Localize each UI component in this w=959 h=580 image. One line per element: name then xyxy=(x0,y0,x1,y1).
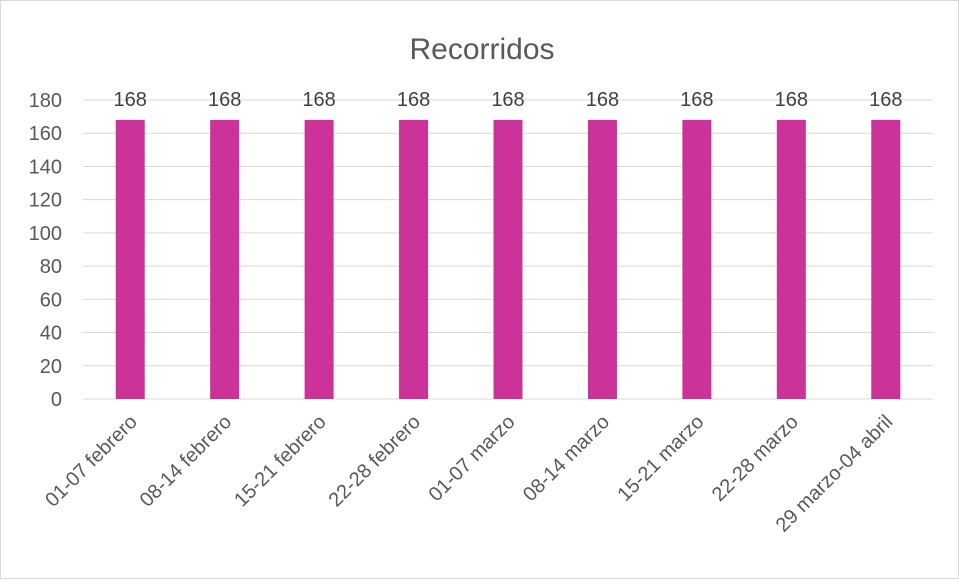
x-tick-label: 01-07 marzo xyxy=(425,411,520,506)
bar xyxy=(115,119,145,399)
bar xyxy=(493,119,523,399)
y-tick-label: 40 xyxy=(40,323,62,345)
data-label: 168 xyxy=(208,89,241,111)
y-tick-label: 180 xyxy=(29,90,62,112)
bar xyxy=(399,119,429,399)
y-tick-label: 160 xyxy=(29,123,62,145)
x-tick-label: 01-07 febrero xyxy=(41,411,141,511)
data-label: 168 xyxy=(302,89,335,111)
y-tick-label: 100 xyxy=(29,223,62,245)
y-tick-label: 60 xyxy=(40,289,62,311)
x-tick-label: 15-21 marzo xyxy=(613,411,708,506)
data-labels: 168 168 168 168 168 168 168 168 168 xyxy=(114,89,903,111)
data-label: 168 xyxy=(869,89,902,111)
data-label: 168 xyxy=(586,89,619,111)
data-label: 168 xyxy=(114,89,147,111)
y-tick-label: 20 xyxy=(40,356,62,378)
y-axis-ticks: 0 20 40 60 80 100 120 140 160 180 xyxy=(29,90,62,411)
data-label: 168 xyxy=(491,89,524,111)
x-tick-label: 15-21 febrero xyxy=(230,411,330,511)
bar xyxy=(776,119,806,399)
x-tick-label: 22-28 febrero xyxy=(325,411,425,511)
data-label: 168 xyxy=(680,89,713,111)
x-tick-label: 08-14 febrero xyxy=(136,411,236,511)
y-tick-label: 80 xyxy=(40,256,62,278)
bars xyxy=(115,119,901,399)
data-label: 168 xyxy=(397,89,430,111)
y-tick-label: 120 xyxy=(29,190,62,212)
bar xyxy=(682,119,712,399)
bar xyxy=(304,119,334,399)
data-label: 168 xyxy=(775,89,808,111)
bar xyxy=(587,119,617,399)
y-tick-label: 0 xyxy=(51,389,62,411)
chart-title: Recorridos xyxy=(409,33,554,66)
bar xyxy=(210,119,240,399)
bar xyxy=(871,119,901,399)
x-tick-label: 22-28 marzo xyxy=(708,411,803,506)
x-tick-label: 08-14 marzo xyxy=(519,411,614,506)
y-tick-label: 140 xyxy=(29,156,62,178)
